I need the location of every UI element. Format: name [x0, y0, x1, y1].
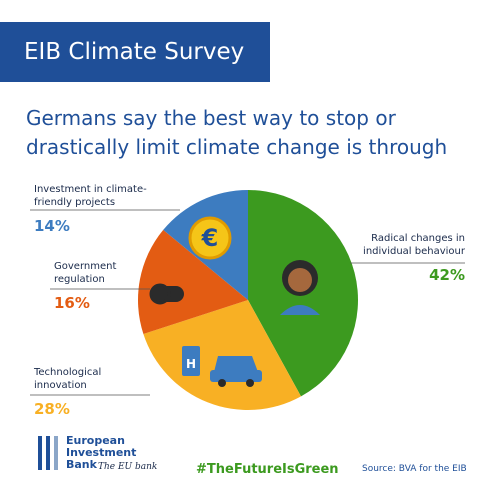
slice-label: Technological innovation	[34, 367, 102, 391]
pie-slice	[143, 300, 301, 410]
chart-subtitle: Germans say the best way to stop or dras…	[26, 106, 448, 159]
pie-slice	[137, 229, 248, 334]
slice-label: Radical changes in individual behaviour	[363, 233, 465, 257]
tagline: The EU bank	[98, 462, 158, 472]
logo-text: European Investment Bank	[66, 435, 136, 471]
header-title: EIB Climate Survey	[0, 22, 270, 82]
value-label: 28%	[34, 400, 70, 418]
slice-label: Government regulation	[54, 261, 117, 285]
logo-line: Investment	[66, 446, 137, 459]
value-label: 16%	[54, 294, 90, 312]
value-label: 42%	[429, 266, 465, 284]
logo-line: Bank	[66, 458, 97, 471]
hashtag: #TheFutureIsGreen	[196, 462, 339, 477]
slice-label: Investment in climate-friendly projects	[34, 184, 147, 208]
value-label: 14%	[34, 217, 70, 235]
logo-line: European	[66, 434, 125, 447]
source: Source: BVA for the EIB	[362, 464, 467, 474]
